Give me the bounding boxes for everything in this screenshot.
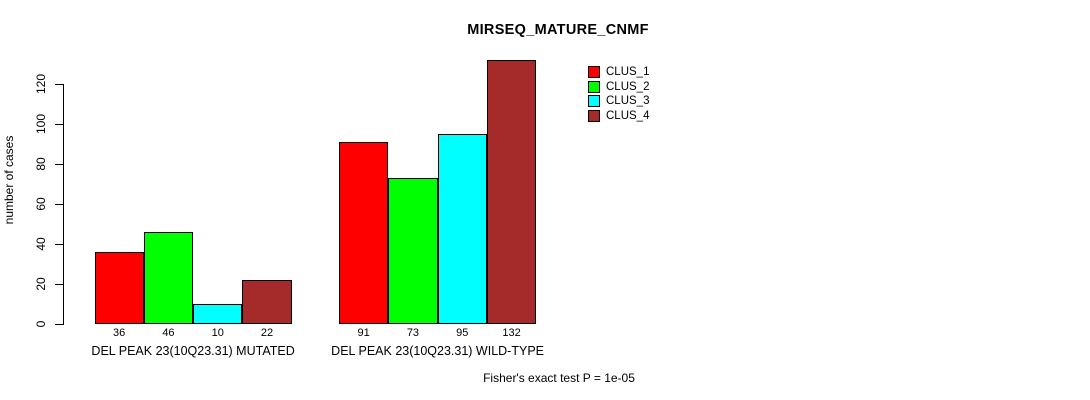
y-tick-label: 40: [34, 236, 48, 251]
bar-clus_1-group2: [339, 141, 389, 324]
bar-value-label: 46: [162, 326, 175, 339]
legend-item-clus_3: CLUS_3: [588, 95, 649, 108]
y-tick-label: 100: [34, 113, 48, 134]
bar-clus_2-group1: [143, 231, 194, 324]
y-tick: [55, 283, 63, 285]
y-tick-label: 20: [34, 276, 48, 291]
category-label: DEL PEAK 23(10Q23.31) MUTATED: [91, 343, 295, 358]
legend-swatch-clus_1: [588, 66, 600, 78]
y-axis-label: number of cases: [2, 135, 16, 225]
bar-value-label: 91: [357, 326, 370, 339]
bar-clus_3-group2: [437, 133, 487, 324]
y-tick: [55, 203, 63, 205]
bar-clus_4-group2: [486, 59, 537, 324]
legend-label: CLUS_1: [606, 66, 650, 78]
bar-value-label: 132: [502, 326, 521, 339]
legend-swatch-clus_4: [588, 110, 600, 123]
y-tick: [55, 83, 63, 85]
y-tick: [55, 123, 63, 125]
bar-value-label: 95: [456, 326, 469, 339]
bar-value-label: 73: [406, 326, 420, 339]
bar-value-label: 36: [113, 326, 126, 339]
stat-test-footnote: Fisher's exact test P = 1e-05: [483, 371, 635, 385]
legend-item-clus_2: CLUS_2: [588, 80, 649, 93]
legend-label: CLUS_4: [606, 110, 650, 123]
legend-swatch-clus_2: [588, 80, 600, 93]
bar-value-label: 22: [260, 326, 274, 339]
y-tick: [55, 163, 63, 165]
legend-label: CLUS_3: [606, 95, 650, 108]
legend-item-clus_1: CLUS_1: [588, 66, 649, 79]
bar-clus_4-group1: [242, 279, 292, 324]
y-tick-label: 80: [34, 156, 48, 171]
bar-clus_2-group2: [388, 177, 438, 324]
legend-item-clus_4: CLUS_4: [588, 110, 649, 123]
y-tick-label: 60: [34, 196, 48, 211]
y-tick-label: 120: [34, 73, 48, 94]
y-axis-line: [63, 83, 64, 325]
legend-swatch-clus_3: [588, 95, 600, 108]
y-tick: [55, 243, 63, 245]
bar-clus_3-group1: [193, 303, 243, 324]
bar-value-label: 10: [211, 326, 224, 339]
category-label: DEL PEAK 23(10Q23.31) WILD-TYPE: [331, 343, 545, 358]
chart-title: MIRSEQ_MATURE_CNMF: [467, 22, 649, 38]
y-tick-label: 0: [34, 320, 48, 327]
bar-clus_1-group1: [94, 251, 144, 324]
y-tick: [55, 323, 63, 325]
legend-label: CLUS_2: [606, 80, 650, 93]
